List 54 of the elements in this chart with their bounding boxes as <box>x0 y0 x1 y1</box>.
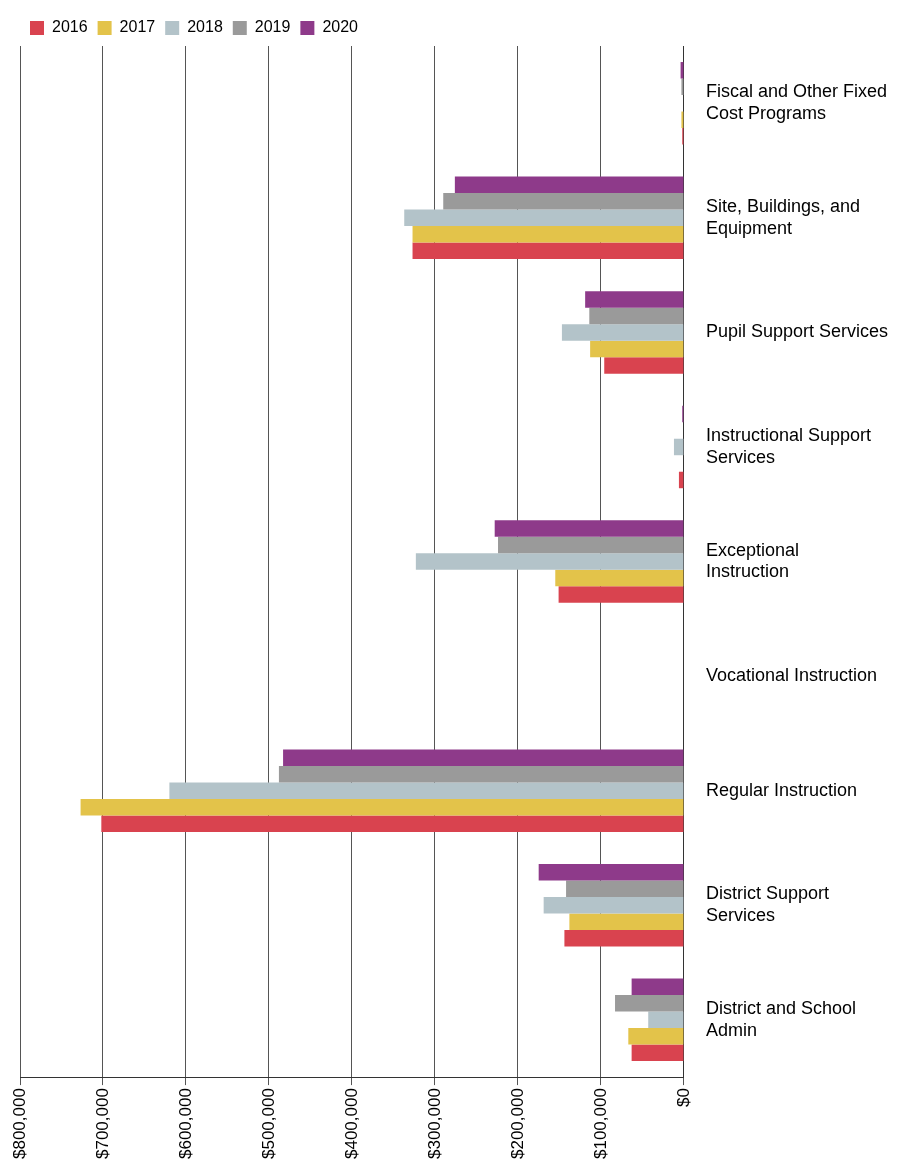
x-tick-label: $700,000 <box>92 1088 112 1159</box>
x-tick-label: $300,000 <box>424 1088 444 1159</box>
bar <box>543 897 684 914</box>
x-tick-label: $600,000 <box>175 1088 195 1159</box>
bar <box>569 913 684 930</box>
y-tick-label: Vocational Instruction <box>705 665 878 686</box>
bar <box>454 176 684 194</box>
bar <box>566 880 684 897</box>
legend-label: 2020 <box>322 18 359 36</box>
bar <box>498 536 684 554</box>
bar <box>412 226 684 243</box>
bar <box>589 307 684 325</box>
x-tick-label: $200,000 <box>507 1088 527 1159</box>
bar <box>169 782 684 799</box>
bar <box>283 749 684 766</box>
y-tick-label: Site, Buildings, and Equipment <box>705 196 861 238</box>
bar <box>101 815 684 832</box>
bar <box>628 1028 684 1045</box>
bar <box>564 929 684 947</box>
y-tick-label: District and School Admin <box>705 997 856 1040</box>
y-tick-label: Instructional Support Services <box>705 425 871 467</box>
bar <box>278 765 684 783</box>
y-tick-label: Pupil Support Services <box>705 321 888 342</box>
bar <box>585 291 684 308</box>
bar <box>412 242 684 260</box>
x-tick-label: $400,000 <box>341 1088 361 1159</box>
bar <box>558 586 684 603</box>
bar <box>404 209 684 227</box>
y-tick-label: Fiscal and Other Fixed Cost Programs <box>705 81 887 124</box>
bar <box>443 193 684 210</box>
bar <box>604 357 684 374</box>
x-tick-label: $100,000 <box>590 1088 610 1159</box>
bar <box>631 1044 684 1062</box>
x-tick-label: $800,000 <box>9 1088 29 1159</box>
bar <box>561 324 684 341</box>
y-tick-label: Exceptional Instruction <box>705 539 799 582</box>
legend-label: 2017 <box>119 18 156 36</box>
bar <box>494 520 684 537</box>
bar <box>555 569 684 587</box>
y-tick-label: District Support Services <box>705 883 829 926</box>
x-tick-label: $0 <box>673 1088 693 1108</box>
x-tick-label: $500,000 <box>258 1088 278 1159</box>
y-tick-label: Regular Instruction <box>705 779 857 800</box>
bar <box>80 798 684 816</box>
bar <box>538 864 684 881</box>
legend-label: 2019 <box>254 18 291 36</box>
bar <box>590 340 684 358</box>
legend-label: 2016 <box>52 18 88 36</box>
bar <box>631 978 684 996</box>
bar <box>415 553 684 570</box>
legend-label: 2018 <box>187 18 223 36</box>
bar <box>673 438 684 456</box>
bar <box>648 1011 684 1029</box>
bar <box>615 995 684 1012</box>
